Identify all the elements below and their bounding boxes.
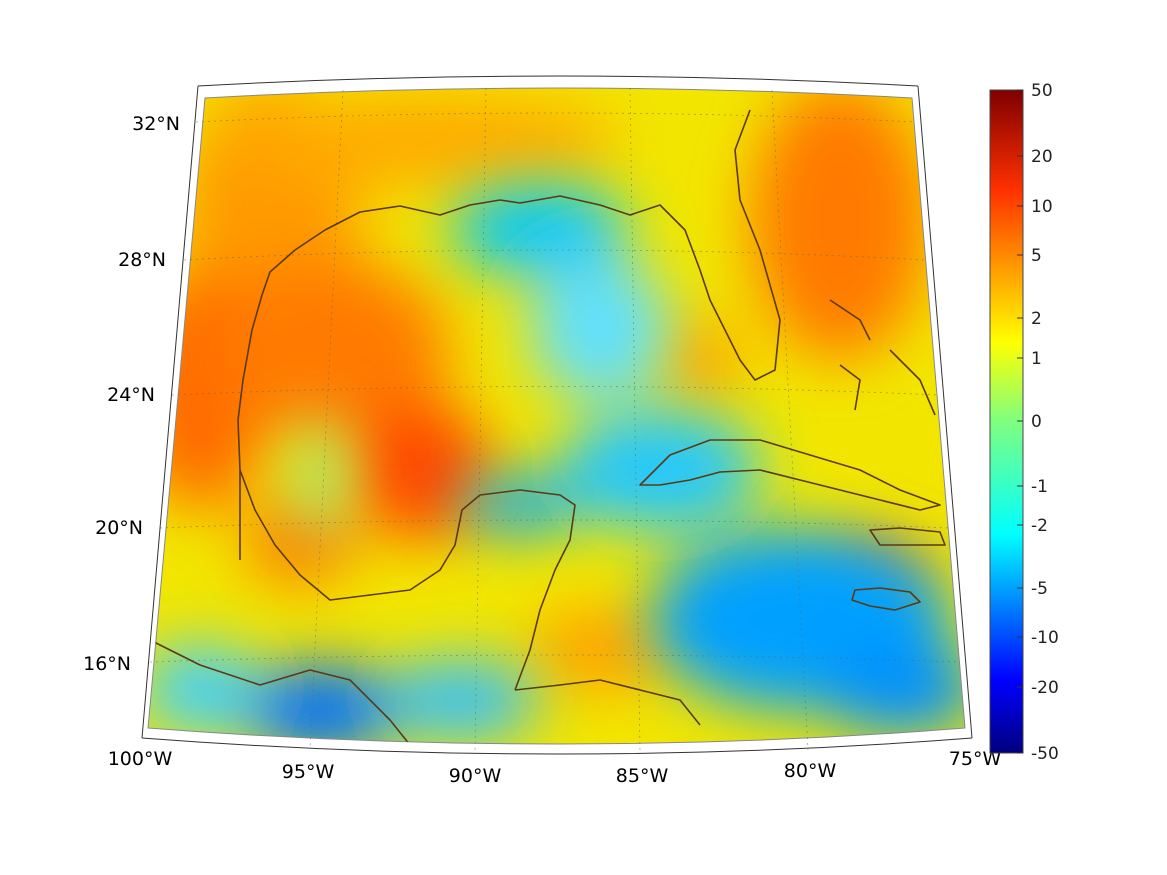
colorbar-tick-label: 20: [1031, 147, 1053, 167]
data-field: [148, 88, 965, 744]
lon-label-75w: 75°W: [949, 748, 1002, 770]
map-frame: [147, 87, 966, 745]
lat-label-24n: 24°N: [107, 384, 155, 406]
colorbar-tick-label: 5: [1031, 246, 1042, 266]
colorbar-tick-label: -50: [1031, 744, 1059, 764]
colorbar-tick-label: 50: [1031, 81, 1053, 101]
colorbar-tick-label: -5: [1031, 579, 1048, 599]
map-frame-ticks: [141, 75, 973, 755]
lat-label-16n: 16°N: [83, 653, 131, 675]
graticule: [149, 87, 961, 753]
lon-label-85w: 85°W: [616, 765, 669, 787]
lat-labels: 32°N 28°N 24°N 20°N 16°N: [83, 113, 180, 675]
lon-labels: 100°W 95°W 90°W 85°W 80°W 75°W: [108, 748, 1002, 787]
colorbar-tick-label: -10: [1031, 628, 1059, 648]
lat-label-32n: 32°N: [132, 113, 180, 135]
colorbar-tick-label: -2: [1031, 516, 1048, 536]
lon-label-100w: 100°W: [108, 748, 173, 770]
lon-label-80w: 80°W: [784, 760, 837, 782]
colorbar-tick-label: 1: [1031, 349, 1042, 369]
lon-label-90w: 90°W: [449, 765, 502, 787]
colorbar-tick-label: 2: [1031, 309, 1042, 329]
colorbar-tick-label: -1: [1031, 477, 1048, 497]
lon-label-95w: 95°W: [282, 761, 335, 783]
colorbar-tick-label: 0: [1031, 412, 1042, 432]
coastlines: [149, 109, 946, 744]
lat-label-28n: 28°N: [118, 249, 166, 271]
lat-label-20n: 20°N: [95, 517, 143, 539]
colorbar-tick-label: 10: [1031, 197, 1053, 217]
colorbar-tick-label: -20: [1031, 678, 1059, 698]
